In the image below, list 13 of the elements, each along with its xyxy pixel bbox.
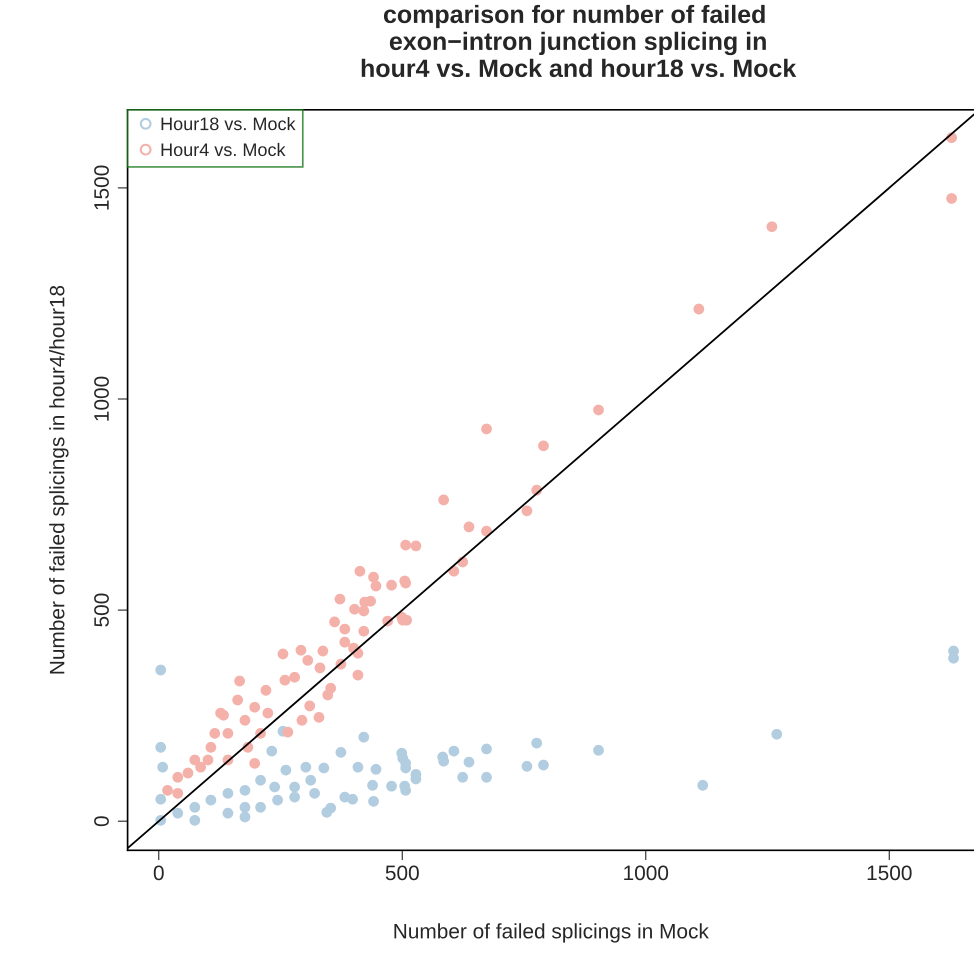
y-tick-label: 500 bbox=[94, 594, 109, 627]
legend-label: Hour4 vs. Mock bbox=[162, 142, 286, 156]
y-tick-label: 1000 bbox=[94, 376, 109, 421]
legend-label: Hour18 vs. Mock bbox=[162, 117, 296, 130]
x-tick-label: 0 bbox=[154, 865, 164, 880]
x-tick-label: 500 bbox=[386, 865, 419, 880]
y-tick-label: 0 bbox=[94, 816, 109, 826]
chart-title: comparison for number of failed exon−intron junction splicing in hour4 vs. Mock and hour18 vs. Mock bbox=[362, 4, 796, 78]
x-tick-label: 1000 bbox=[624, 865, 668, 880]
y-axis-title: Number of failed splicings in hour4/hour18 bbox=[49, 286, 69, 674]
x-axis-title: Number of failed splicings in Mock bbox=[394, 923, 709, 943]
y-tick-label: 1500 bbox=[94, 166, 109, 210]
x-tick-label: 1500 bbox=[868, 865, 912, 880]
